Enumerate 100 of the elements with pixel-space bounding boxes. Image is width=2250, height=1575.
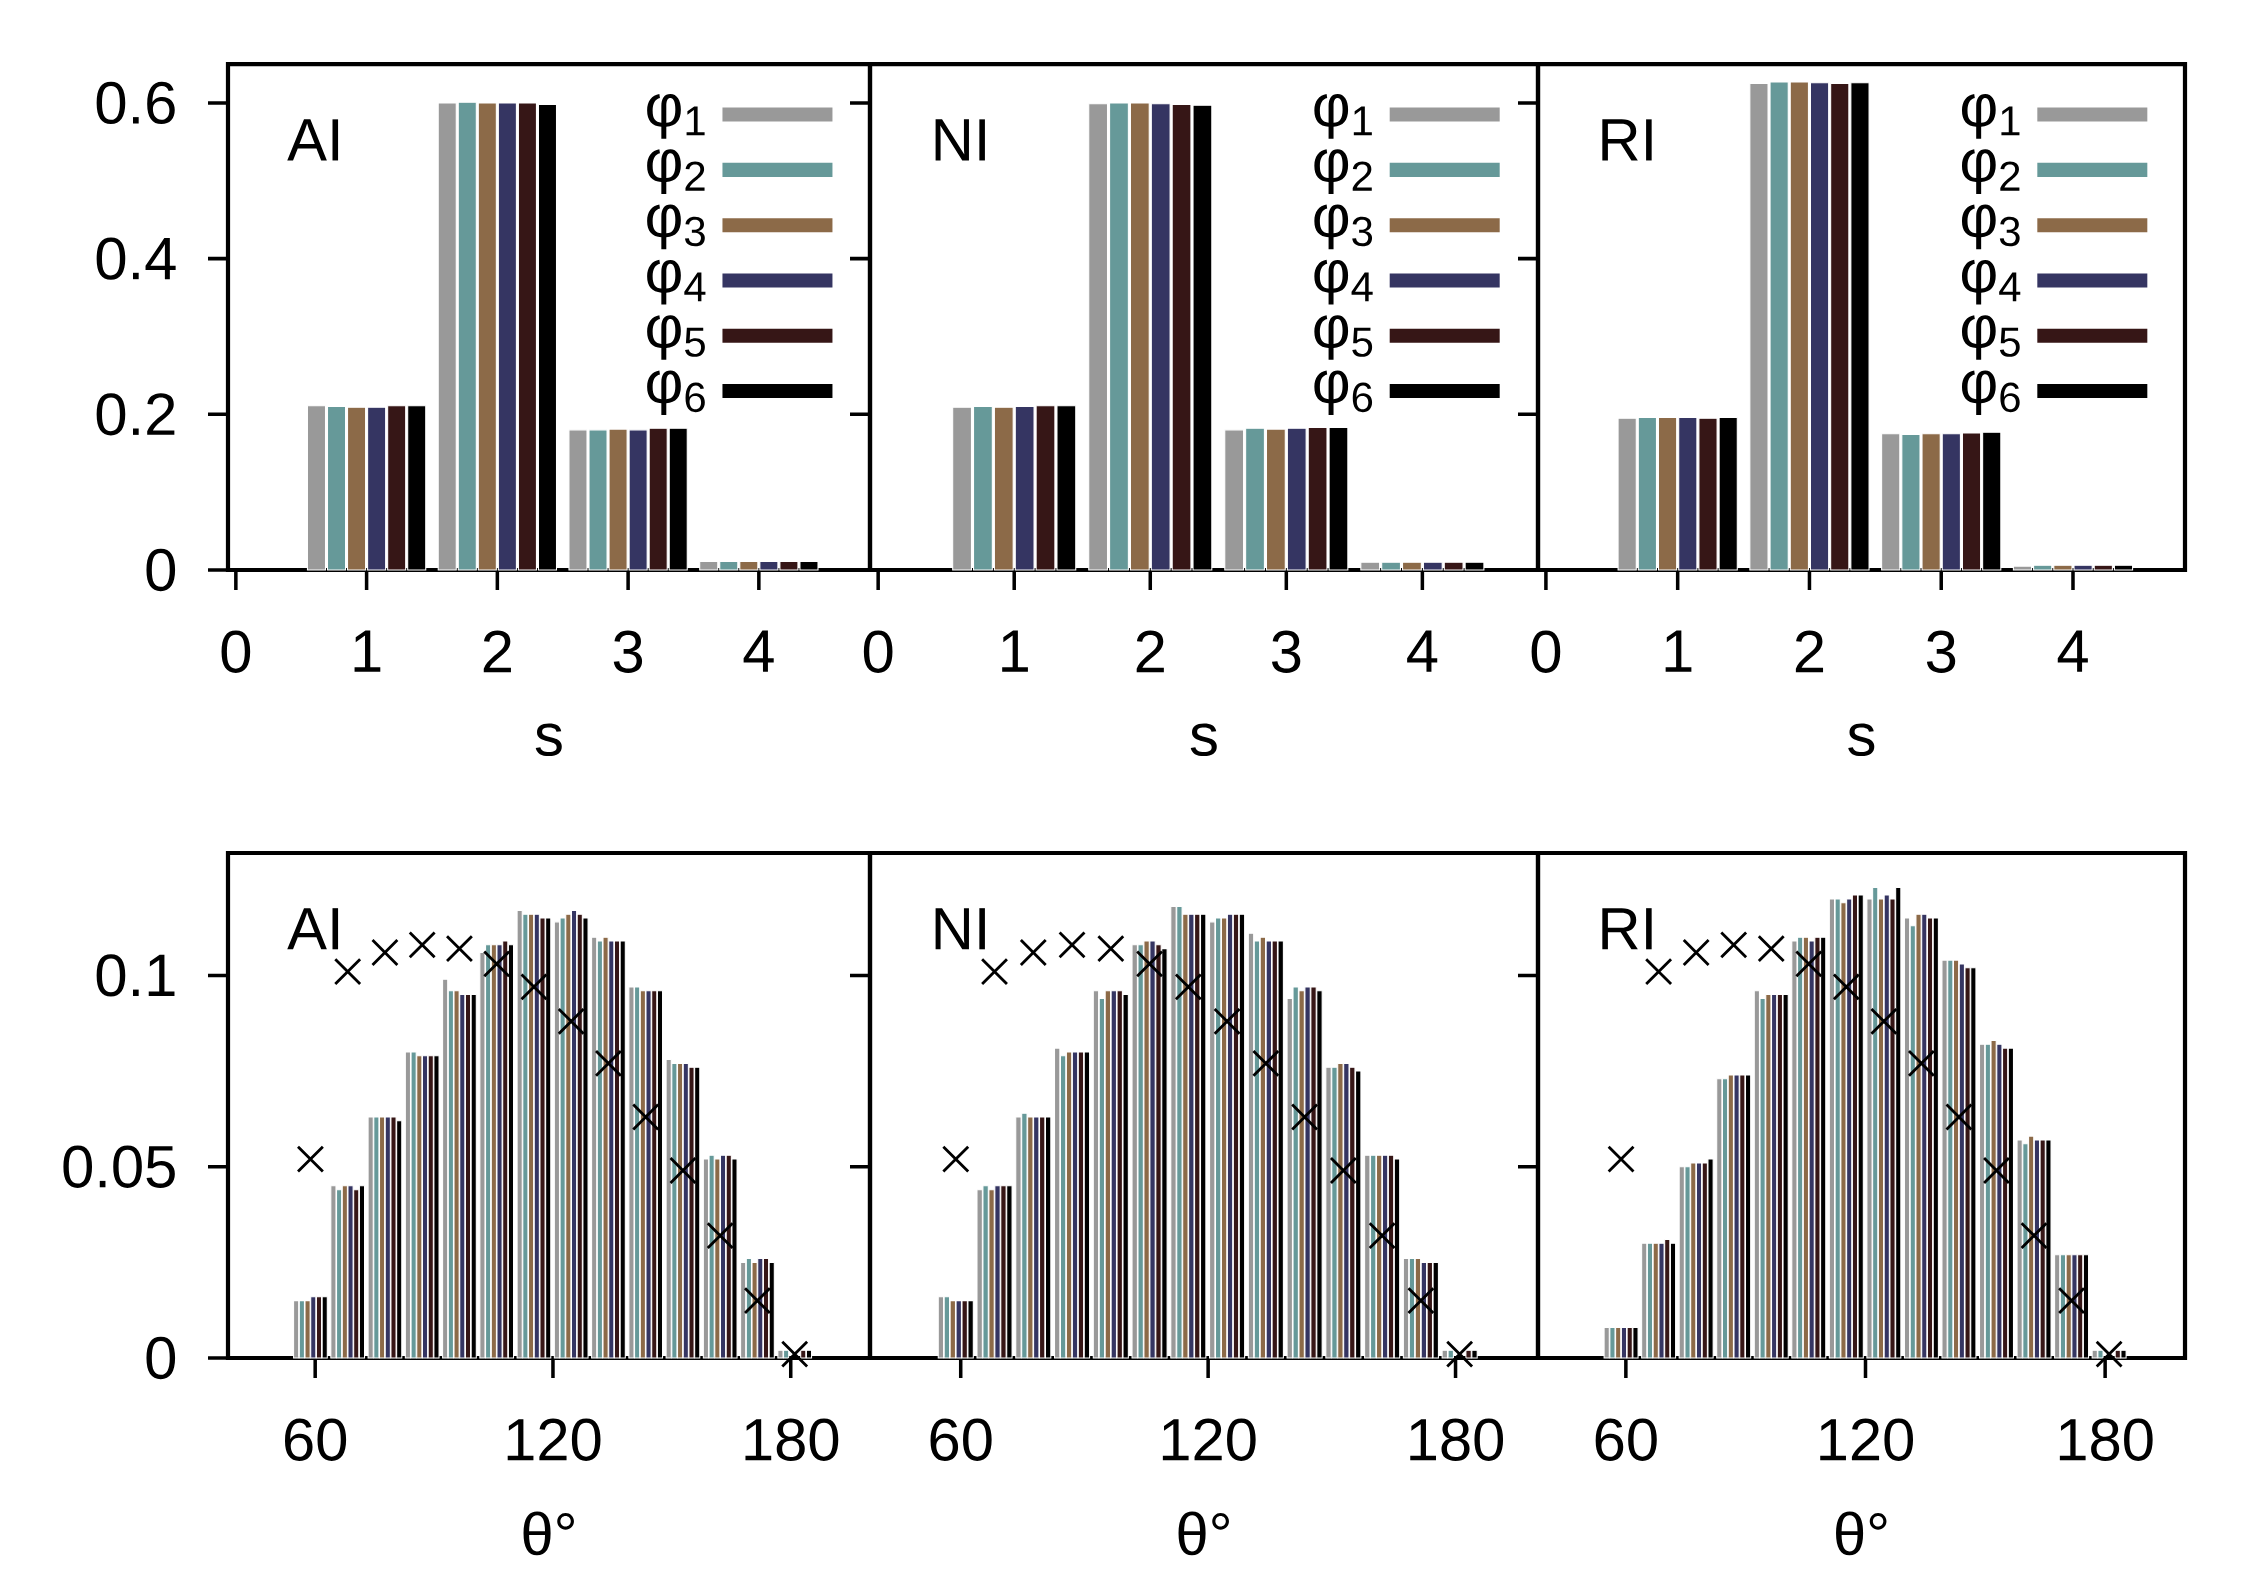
point (706, 1221, 735, 1250)
x-tick-label: 2 (483, 630, 511, 673)
point (296, 1145, 325, 1173)
x-tick-label: 60 (284, 1418, 347, 1461)
x-tick-label: 0 (221, 630, 251, 673)
legend-label: φ$_{5}$ (1314, 315, 1373, 360)
point (980, 957, 1009, 986)
point (1407, 1286, 1435, 1315)
point (408, 930, 437, 959)
point (482, 950, 511, 978)
bar (1641, 1242, 1648, 1359)
x-tick-label: 2 (1795, 630, 1824, 673)
legend-label: φ$_{6}$ (1314, 370, 1373, 415)
legend-label: φ$_{4}$ (1961, 259, 2021, 305)
x-tick-label: 60 (930, 1418, 992, 1461)
x-axis-title: θ° (1178, 1511, 1229, 1556)
point (594, 1049, 623, 1078)
legend-label: φ$_{1}$ (647, 93, 705, 139)
x-tick-label: 2 (1136, 630, 1164, 673)
annotation: RI (1602, 119, 1652, 161)
bar (1978, 1043, 1986, 1359)
y-tick-label: 0.6 (96, 81, 175, 125)
y-tick-label: 0 (146, 548, 176, 592)
legend-label: φ$_{2}$ (1961, 149, 2020, 194)
point (1019, 938, 1048, 967)
point (2020, 1221, 2048, 1250)
point (371, 938, 399, 967)
x-axis-title: s (1848, 723, 1875, 757)
point (2057, 1286, 2086, 1315)
point (1329, 1156, 1358, 1185)
legend-label: φ$_{5}$ (1961, 315, 2020, 360)
x-tick-label: 1 (1002, 630, 1028, 672)
annotation: RI (1602, 908, 1652, 950)
bar (442, 978, 449, 1359)
point (1982, 1156, 2011, 1185)
point (1096, 934, 1125, 963)
x-tick-label: 4 (2057, 630, 2088, 672)
bar (1903, 917, 1911, 1359)
point (1058, 930, 1086, 959)
point (2095, 1340, 2123, 1368)
legend-label: φ$_{1}$ (1961, 93, 2020, 139)
bar (293, 1299, 300, 1359)
point (1870, 1007, 1898, 1036)
x-tick-label: 3 (1271, 630, 1301, 673)
legend-label: φ$_{6}$ (1961, 370, 2020, 415)
point (1290, 1103, 1319, 1131)
legend-label: φ$_{2}$ (1314, 149, 1372, 194)
x-tick-label: 0 (863, 630, 893, 673)
point (1794, 950, 1823, 978)
x-axis-title: s (535, 723, 562, 757)
point (1945, 1103, 1973, 1131)
x-tick-label: 180 (745, 1418, 839, 1461)
annotation: AI (287, 119, 339, 161)
point (1682, 938, 1710, 967)
legend-label: φ$_{2}$ (647, 149, 705, 194)
y-tick-label: 0.4 (96, 237, 176, 280)
x-axis-title: θ° (523, 1511, 574, 1556)
point (1644, 957, 1673, 986)
x-tick-label: 180 (1410, 1418, 1504, 1461)
point (1445, 1340, 1474, 1368)
annotation: NI (935, 908, 985, 950)
x-tick-label: 60 (1595, 1418, 1657, 1461)
point (445, 934, 474, 963)
legend-label: φ$_{3}$ (1314, 204, 1373, 250)
point (1174, 972, 1203, 1001)
legend-label: φ$_{1}$ (1314, 93, 1372, 139)
legend-label: φ$_{4}$ (1314, 259, 1373, 305)
x-tick-label: 4 (743, 630, 774, 672)
legend-label: φ$_{6}$ (647, 370, 705, 415)
point (669, 1156, 697, 1185)
x-tick-label: 120 (1162, 1418, 1256, 1461)
legend-label: φ$_{3}$ (1961, 204, 2020, 250)
point (1607, 1145, 1635, 1173)
point (743, 1286, 772, 1315)
point (1832, 972, 1861, 1001)
point (1252, 1049, 1280, 1078)
y-tick-label: 0.05 (63, 1145, 175, 1188)
point (1213, 1007, 1241, 1036)
legend-label: φ$_{5}$ (647, 315, 705, 360)
legend-label: φ$_{4}$ (647, 259, 706, 305)
y-tick-label: 0.2 (96, 393, 175, 436)
point (557, 1007, 586, 1036)
y-tick-label: 0.1 (96, 954, 175, 997)
point (941, 1145, 970, 1173)
x-tick-label: 4 (1407, 630, 1438, 672)
x-tick-label: 3 (613, 630, 643, 673)
bar (2054, 1254, 2061, 1359)
x-tick-label: 120 (507, 1418, 601, 1461)
x-tick-label: 1 (354, 630, 381, 672)
annotation: NI (935, 119, 985, 161)
point (1719, 930, 1748, 959)
point (1135, 950, 1164, 978)
x-tick-label: 180 (2059, 1418, 2153, 1461)
x-axis-title: θ° (1836, 1511, 1887, 1556)
legend-label: φ$_{3}$ (647, 204, 705, 250)
x-tick-label: 120 (1820, 1418, 1914, 1461)
x-tick-label: 3 (1926, 630, 1956, 673)
x-axis-title: s (1190, 723, 1217, 757)
point (1757, 934, 1786, 963)
annotation: AI (287, 908, 339, 950)
